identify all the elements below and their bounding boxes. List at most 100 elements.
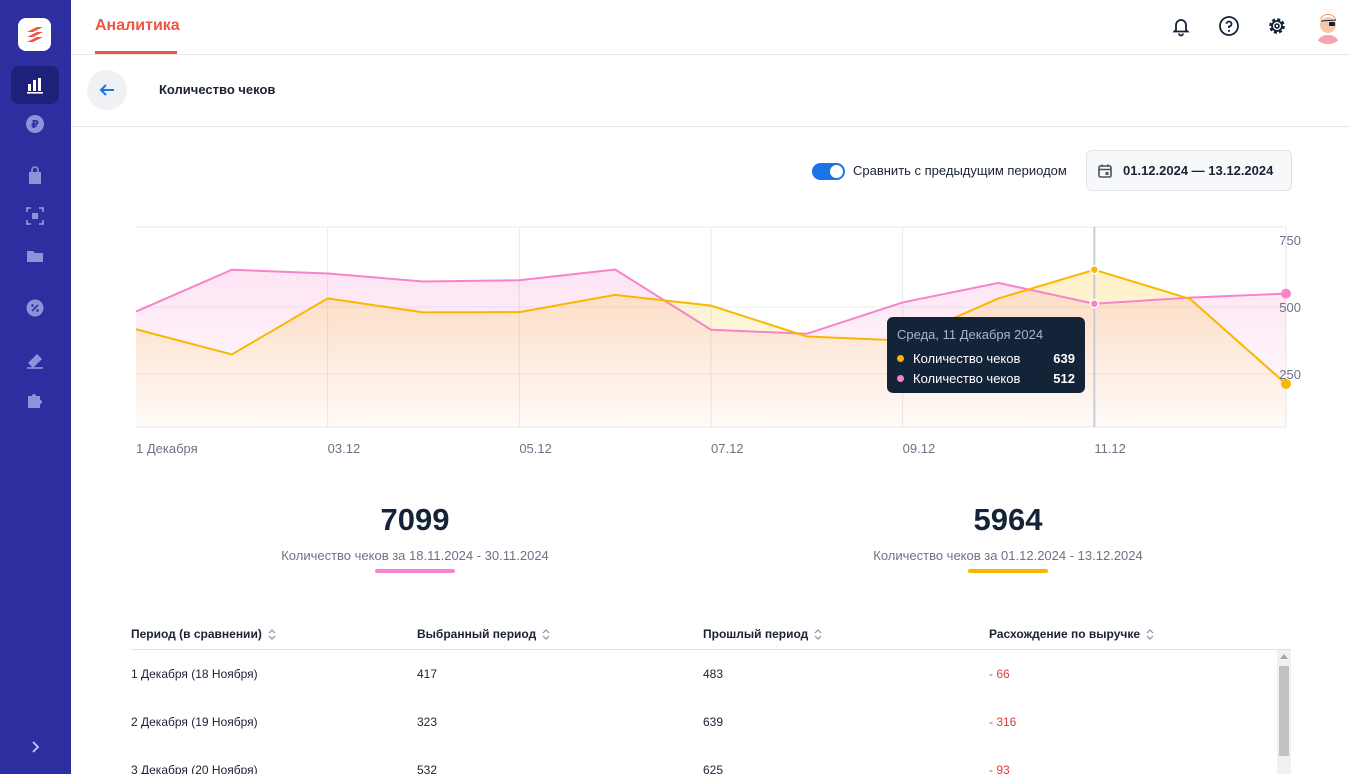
- column-header-label: Период (в сравнении): [131, 627, 262, 641]
- ruble-icon: ₽: [26, 115, 44, 133]
- data-point[interactable]: [1281, 378, 1291, 389]
- date-range-value: 01.12.2024 — 13.12.2024: [1123, 163, 1274, 178]
- x-tick-label: 03.12: [328, 441, 361, 456]
- cell-diff: - 66: [989, 667, 1010, 681]
- column-header-label: Прошлый период: [703, 627, 809, 641]
- puzzle-icon: [28, 394, 42, 408]
- data-point[interactable]: [1281, 288, 1291, 299]
- x-tick-label: 11.12: [1094, 441, 1126, 456]
- stat-color-line: [968, 569, 1048, 573]
- tooltip-title: Среда, 11 Декабря 2024: [897, 327, 1044, 342]
- x-tick-label: 05.12: [519, 441, 552, 456]
- tooltip-label: Количество чеков: [913, 370, 1021, 386]
- cell-period: 2 Декабря (19 Ноября): [131, 715, 258, 729]
- x-tick-label: 1 Декабря: [136, 441, 198, 456]
- tooltip-row: Количество чеков 639: [897, 348, 1075, 368]
- line-chart[interactable]: 1 Декабря 03.12 05.12 07.12 09.12 11.12 750 50…: [0, 0, 1350, 470]
- tooltip-dot-current: [897, 354, 904, 362]
- cell-diff: - 93: [989, 763, 1010, 774]
- avatar-icon: [1311, 10, 1345, 44]
- cell-selected: 532: [417, 763, 438, 774]
- date-range-picker[interactable]: 01.12.2024 — 13.12.2024: [1086, 150, 1292, 191]
- app-logo[interactable]: [18, 18, 51, 51]
- scroll-up-arrow[interactable]: [1280, 654, 1288, 659]
- table-row[interactable]: 2 Декабря (19 Ноября) 323 639 - 316: [131, 715, 1271, 763]
- cell-selected: 417: [417, 667, 438, 681]
- chevron-right-icon: [32, 741, 40, 753]
- cell-selected: 323: [417, 715, 438, 729]
- sort-icon: [814, 628, 822, 640]
- sidebar-item-discounts[interactable]: [11, 289, 59, 327]
- y-tick-label: 500: [1279, 300, 1301, 315]
- stat-label: Количество чеков за 18.11.2024 - 30.11.2…: [281, 548, 549, 563]
- sidebar-item-analytics[interactable]: [11, 66, 59, 104]
- column-header-previous[interactable]: Прошлый период: [703, 627, 822, 641]
- bar-chart-icon: [27, 78, 43, 94]
- back-button[interactable]: [87, 70, 127, 110]
- tab-analytics[interactable]: Аналитика: [95, 0, 180, 54]
- column-header-period[interactable]: Период (в сравнении): [131, 627, 276, 641]
- data-point[interactable]: [1089, 299, 1100, 309]
- settings-button[interactable]: [1265, 14, 1289, 38]
- y-axis-labels: 750 500 250: [1279, 233, 1301, 382]
- table-row[interactable]: 3 Декабря (20 Ноября) 532 625 - 93: [131, 763, 1271, 774]
- user-avatar[interactable]: [1311, 10, 1345, 44]
- svg-text:₽: ₽: [31, 118, 39, 131]
- sidebar-item-files[interactable]: [11, 237, 59, 275]
- cell-previous: 639: [703, 715, 724, 729]
- column-header-label: Расхождение по выручке: [989, 627, 1141, 641]
- sort-icon: [1146, 628, 1154, 640]
- sidebar-item-finance[interactable]: ₽: [11, 105, 59, 143]
- table-header: Период (в сравнении) Выбранный период Пр…: [131, 626, 1291, 650]
- cell-period: 1 Декабря (18 Ноября): [131, 667, 258, 681]
- sort-icon: [542, 628, 550, 640]
- shopping-bag-icon: [29, 166, 41, 184]
- question-circle-icon: [1219, 16, 1239, 36]
- notifications-button[interactable]: [1169, 14, 1193, 38]
- stat-color-line: [375, 569, 455, 573]
- top-bar: Аналитика: [71, 0, 1350, 55]
- tooltip-dot-previous: [897, 374, 904, 382]
- sidebar: ₽: [0, 0, 71, 774]
- gear-icon: [1269, 18, 1285, 34]
- tooltip-row: Количество чеков 512: [897, 368, 1075, 388]
- x-tick-label: 07.12: [711, 441, 744, 456]
- stat-label: Количество чеков за 01.12.2024 - 13.12.2…: [873, 548, 1143, 563]
- column-header-diff[interactable]: Расхождение по выручке: [989, 627, 1154, 641]
- help-button[interactable]: [1217, 14, 1241, 38]
- y-tick-label: 750: [1279, 233, 1301, 248]
- chart-tooltip: Среда, 11 Декабря 2024 Количество чеков …: [887, 317, 1085, 393]
- arrow-left-icon: [99, 84, 114, 96]
- calendar-icon: [1098, 164, 1112, 178]
- stat-previous-period: 7099 Количество чеков за 18.11.2024 - 30…: [265, 502, 565, 573]
- tooltip-value: 639: [1053, 350, 1075, 366]
- compare-toggle-label: Сравнить с предыдущим периодом: [853, 163, 1067, 178]
- data-point[interactable]: [1089, 264, 1100, 275]
- stat-value: 5964: [973, 502, 1043, 537]
- cell-diff: - 316: [989, 715, 1017, 729]
- tooltip-value: 512: [1053, 370, 1075, 386]
- scrollbar-thumb[interactable]: [1279, 666, 1289, 756]
- bell-icon: [1172, 19, 1190, 37]
- table-row[interactable]: 1 Декабря (18 Ноября) 417 483 - 66: [131, 667, 1271, 715]
- y-tick-label: 250: [1279, 367, 1301, 382]
- cell-previous: 483: [703, 667, 724, 681]
- discount-icon: [26, 299, 44, 317]
- cell-previous: 625: [703, 763, 724, 774]
- page-title: Количество чеков: [159, 82, 276, 97]
- sidebar-item-scanner[interactable]: [11, 197, 59, 235]
- column-header-label: Выбранный период: [417, 627, 537, 641]
- sidebar-item-promotions[interactable]: [11, 341, 59, 379]
- chart-points: [1089, 264, 1291, 389]
- sidebar-item-integrations[interactable]: [11, 381, 59, 419]
- cell-period: 3 Декабря (20 Ноября): [131, 763, 258, 774]
- qr-scan-icon: [26, 207, 44, 225]
- column-header-selected[interactable]: Выбранный период: [417, 627, 550, 641]
- sidebar-expand-button[interactable]: [22, 734, 48, 760]
- x-axis-labels: 1 Декабря 03.12 05.12 07.12 09.12 11.12: [136, 441, 1126, 456]
- sidebar-item-shop[interactable]: [11, 157, 59, 195]
- folder-icon: [27, 251, 43, 262]
- sort-icon: [268, 628, 276, 640]
- logo-icon: [26, 26, 43, 42]
- compare-toggle[interactable]: [812, 163, 845, 180]
